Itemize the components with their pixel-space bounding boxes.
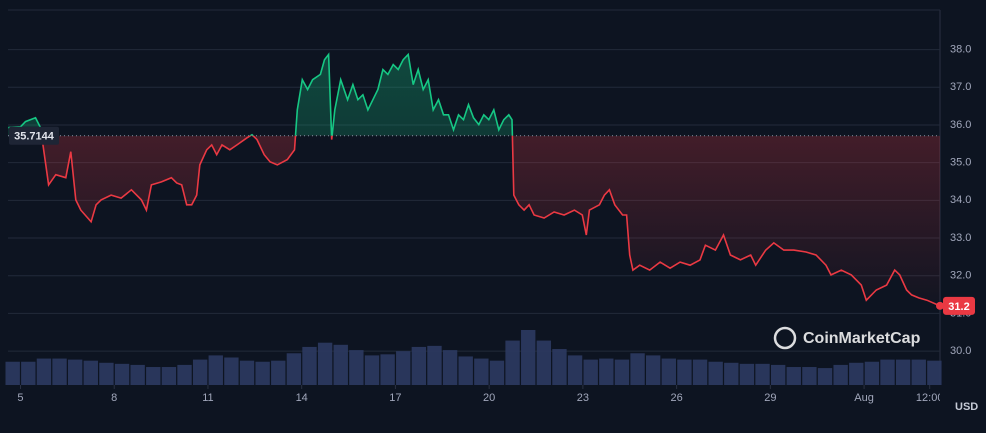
- y-tick-label: 32.0: [950, 270, 971, 282]
- volume-bar: [36, 358, 52, 385]
- volume-bar: [692, 359, 708, 385]
- volume-bar: [427, 345, 442, 385]
- volume-bar: [21, 361, 36, 385]
- volume-bar: [67, 359, 83, 385]
- volume-bar: [380, 354, 395, 385]
- x-tick-label: 11: [202, 392, 213, 404]
- volume-bar: [849, 362, 864, 385]
- volume-bar: [349, 350, 364, 385]
- area-below: [8, 135, 940, 306]
- x-tick-label: Aug: [854, 392, 874, 404]
- volume-bar: [317, 342, 333, 385]
- last-price-label: 31.2: [948, 301, 969, 313]
- volume-bar: [661, 358, 676, 385]
- volume-bar: [895, 359, 911, 385]
- baseline-label: 35.7144: [14, 131, 55, 143]
- volume-bar: [505, 340, 520, 385]
- volume-bar: [911, 359, 926, 385]
- watermark: CoinMarketCap: [773, 326, 921, 350]
- volume-bar: [474, 358, 489, 385]
- y-tick-label: 35.0: [950, 157, 971, 169]
- y-tick-label: 34.0: [950, 194, 971, 206]
- volume-bar: [755, 363, 770, 385]
- currency-label: USD: [955, 401, 978, 413]
- area-above: [8, 54, 513, 136]
- y-tick-label: 30.0: [950, 345, 971, 357]
- volume-bar: [614, 359, 630, 385]
- volume-bar: [333, 344, 348, 385]
- volume-bar: [770, 364, 786, 385]
- x-tick-label: 12:00: [916, 392, 944, 404]
- x-tick-label: 17: [389, 392, 401, 404]
- volume-bar: [364, 355, 380, 385]
- volume-bar: [521, 330, 536, 385]
- volume-bar: [177, 364, 192, 385]
- last-price-bg: [943, 296, 975, 315]
- volume-bar: [5, 361, 20, 385]
- price-line-above: [8, 52, 514, 136]
- volume-bar: [567, 355, 583, 385]
- volume-bar: [271, 360, 286, 385]
- y-tick-label: 38.0: [950, 43, 971, 55]
- volume-bar: [442, 350, 458, 385]
- volume-bar: [255, 361, 270, 385]
- watermark-logo: [773, 326, 797, 350]
- volume-bar: [52, 358, 67, 385]
- last-price-dot: [936, 301, 944, 310]
- volume-bar: [630, 353, 645, 385]
- volume-bar: [302, 346, 317, 385]
- x-tick-label: 23: [577, 392, 589, 404]
- volume-bar: [411, 346, 427, 385]
- y-tick-label: 33.0: [950, 232, 971, 244]
- volume-bar: [224, 357, 239, 385]
- watermark-text: CoinMarketCap: [803, 330, 921, 347]
- volume-bar: [786, 367, 801, 385]
- volume-bar: [739, 363, 755, 385]
- volume-bar: [927, 360, 942, 385]
- volume-bar: [208, 355, 223, 385]
- x-tick-label: 14: [296, 392, 308, 404]
- volume-bar: [583, 359, 598, 385]
- x-tick-label: 5: [17, 392, 23, 404]
- volume-bar: [833, 364, 848, 385]
- volume-bar: [536, 340, 552, 385]
- volume-bar: [458, 356, 473, 385]
- volume-bar: [802, 367, 817, 385]
- baseline-label-bg: [9, 126, 59, 145]
- volume-bar: [99, 362, 114, 385]
- price-line-below: [40, 135, 940, 307]
- volume-bar: [489, 360, 505, 385]
- x-tick-label: 26: [670, 392, 682, 404]
- volume-bar: [130, 364, 145, 385]
- volume-bar: [552, 349, 567, 385]
- volume-bar: [708, 361, 723, 385]
- volume-bar: [817, 368, 833, 385]
- volume-bar: [83, 360, 98, 385]
- volume-bar: [146, 367, 161, 385]
- volume-bar: [645, 355, 661, 385]
- x-tick-label: 20: [483, 392, 495, 404]
- x-tick-label: 29: [764, 392, 776, 404]
- volume-bar: [599, 358, 614, 385]
- volume-bar: [864, 361, 880, 385]
- volume-bar: [677, 359, 692, 385]
- y-tick-label: 37.0: [950, 81, 971, 93]
- volume-bar: [161, 367, 177, 385]
- volume-bar: [192, 359, 208, 385]
- x-tick-label: 8: [111, 392, 117, 404]
- volume-bar: [396, 351, 411, 385]
- volume-bar: [286, 353, 302, 385]
- volume-bar: [880, 359, 895, 385]
- volume-bar: [724, 362, 739, 385]
- volume-bar: [114, 363, 130, 385]
- volume-bar: [239, 360, 255, 385]
- y-tick-label: 36.0: [950, 119, 971, 131]
